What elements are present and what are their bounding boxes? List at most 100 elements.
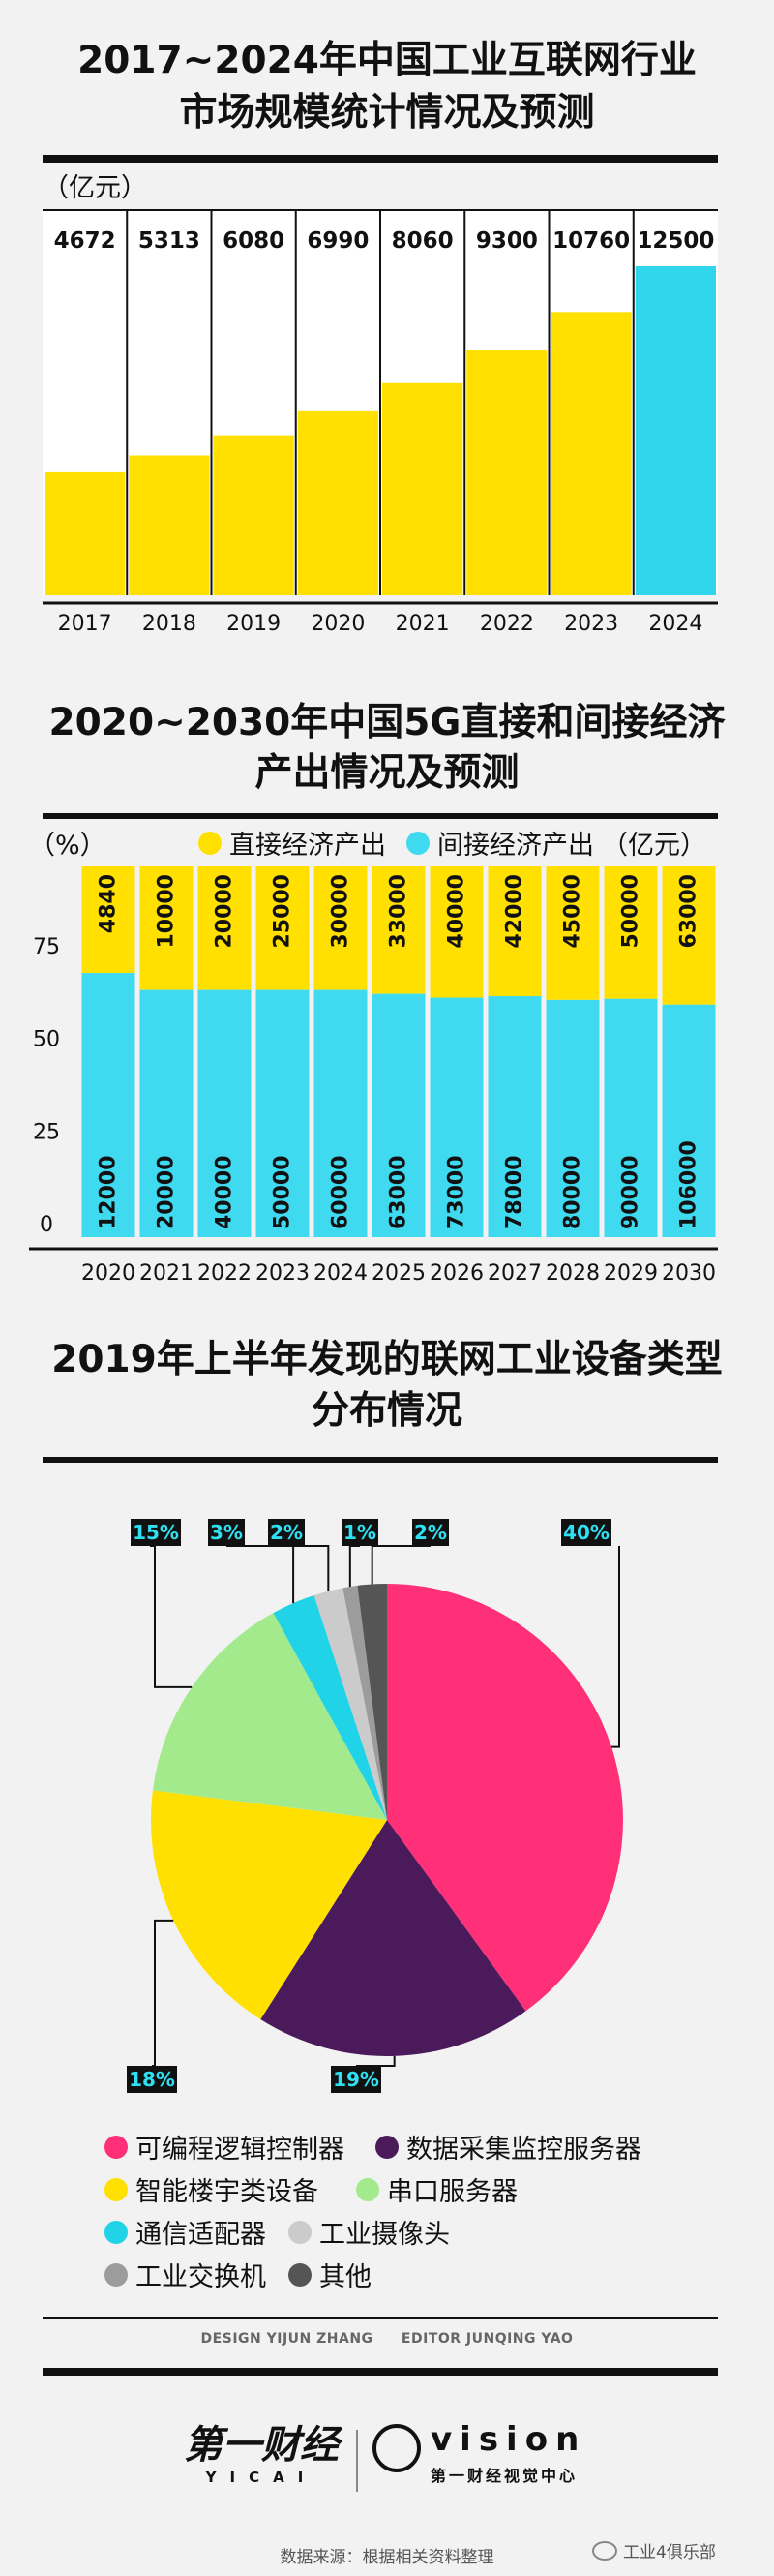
chart2-unit-right: （亿元） xyxy=(602,831,706,861)
chart2-unit-left: （%） xyxy=(29,831,106,861)
callout-box xyxy=(331,2066,381,2093)
legend-dot-icon xyxy=(288,2220,312,2244)
callout-line xyxy=(152,1919,174,2067)
callout-line xyxy=(371,1545,431,1585)
footer-bottom-rule xyxy=(43,2368,718,2376)
chart1-title-line1: 2017~2024年中国工业互联网行业 xyxy=(77,39,697,82)
yicai-logo: 第一财经 YICAI xyxy=(184,2422,339,2486)
indirect-value-label: 90000 xyxy=(619,1155,643,1229)
indirect-value-label: 106000 xyxy=(677,1140,701,1229)
credit-editor: EDITOR JUNQING YAO xyxy=(401,2331,574,2347)
pie-slice-其他 xyxy=(357,1584,387,1820)
callout-line xyxy=(348,1545,360,1588)
yicai-logo-cn: 第一财经 xyxy=(184,2423,339,2468)
bar-direct-2030 xyxy=(662,866,716,1005)
pie-legend-item: 串口服务器 xyxy=(356,2170,518,2208)
x-tick-label: 2023 xyxy=(564,612,618,636)
pie-slice-工业交换机 xyxy=(342,1585,387,1820)
x-tick-label: 2018 xyxy=(142,612,196,636)
vision-logo-word: vision xyxy=(431,2420,587,2459)
bar-2024 xyxy=(635,266,716,595)
callout-label: 19% xyxy=(333,2068,379,2091)
pie-slice-工业摄像头 xyxy=(313,1588,387,1820)
chart3-title-line2: 分布情况 xyxy=(311,1389,462,1433)
callout-label: 1% xyxy=(343,1521,376,1544)
pie-legend-item: 数据采集监控服务器 xyxy=(375,2128,641,2166)
direct-value-label: 25000 xyxy=(271,874,295,949)
indirect-value-label: 73000 xyxy=(445,1155,469,1229)
callout-box xyxy=(268,1519,305,1546)
bar-2021 xyxy=(382,382,463,595)
x-tick-label: 2020 xyxy=(311,612,365,636)
chart1-plot: 4672 2017 5313 2018 6080 2019 6990 2020 8060 2021… xyxy=(43,209,718,636)
legend-dot-yellow-icon xyxy=(198,831,222,855)
chart2-legend-direct: 直接经济产出 xyxy=(198,824,386,862)
callout-box xyxy=(561,1519,611,1546)
pie-legend-label: 工业摄像头 xyxy=(319,2220,450,2250)
callout-label: 2% xyxy=(414,1521,447,1544)
bar-direct-2025 xyxy=(372,866,426,994)
watermark: 工业4俱乐部 xyxy=(592,2538,716,2562)
direct-value-label: 40000 xyxy=(445,874,469,949)
footer-top-rule xyxy=(43,2317,718,2319)
chart2-plot: 4840 12000 2020 10000 20000 2021 20000 40000 202… xyxy=(29,866,718,1286)
callout-line xyxy=(356,2055,396,2067)
bar-direct-2020 xyxy=(81,866,135,974)
y-tick-label: 0 xyxy=(40,1213,53,1237)
bar-2017 xyxy=(45,471,126,595)
direct-value-label: 45000 xyxy=(561,874,585,949)
x-tick-label: 2022 xyxy=(197,1261,252,1286)
indirect-value-label: 12000 xyxy=(97,1155,121,1229)
pie-legend-label: 串口服务器 xyxy=(387,2177,518,2207)
chart2-legend-direct-label: 直接经济产出 xyxy=(229,831,386,861)
bar-direct-2026 xyxy=(430,866,484,998)
pie-legend-label: 通信适配器 xyxy=(135,2220,266,2250)
bar-indirect-2026 xyxy=(430,997,484,1237)
pie-slice-串口服务器 xyxy=(152,1613,387,1820)
pie-legend-label: 工业交换机 xyxy=(135,2262,266,2292)
source-note: 数据来源：根据相关资料整理 xyxy=(280,2548,494,2567)
x-tick-label: 2026 xyxy=(430,1261,484,1286)
logo-divider xyxy=(356,2430,358,2492)
bar-indirect-2025 xyxy=(372,993,426,1237)
chart1-title-line2: 市场规模统计情况及预测 xyxy=(179,91,595,135)
callout-line xyxy=(611,1546,620,1748)
wechat-icon xyxy=(592,2540,617,2561)
legend-dot-cyan-icon xyxy=(406,831,430,855)
pie-legend-label: 其他 xyxy=(319,2262,372,2292)
bar-indirect-2024 xyxy=(313,989,368,1237)
indirect-value-label: 40000 xyxy=(213,1155,237,1229)
legend-dot-icon xyxy=(356,2177,379,2201)
legend-dot-icon xyxy=(104,2177,128,2201)
credit-design: DESIGN YIJUN ZHANG xyxy=(200,2331,373,2347)
y-tick-label: 25 xyxy=(33,1120,60,1144)
bar-2020 xyxy=(297,410,378,595)
callout-box xyxy=(131,1519,181,1546)
bar-direct-2024 xyxy=(313,866,368,990)
pie-slice-数据采集监控服务器 xyxy=(260,1820,526,2056)
watermark-text: 工业4俱乐部 xyxy=(623,2543,716,2562)
pie-legend-label: 智能楼宇类设备 xyxy=(135,2177,318,2207)
bar-direct-2027 xyxy=(488,866,542,997)
chart1-unit-label: （亿元） xyxy=(43,173,147,203)
indirect-value-label: 63000 xyxy=(387,1155,411,1229)
bar-value-label: 10760 xyxy=(552,228,630,254)
x-tick-label: 2020 xyxy=(81,1261,135,1286)
bar-direct-2021 xyxy=(139,866,194,990)
x-tick-label: 2029 xyxy=(604,1261,658,1286)
indirect-value-label: 78000 xyxy=(503,1155,527,1229)
direct-value-label: 42000 xyxy=(503,874,527,949)
x-tick-label: 2024 xyxy=(313,1261,368,1286)
direct-value-label: 10000 xyxy=(155,874,179,949)
bar-direct-2028 xyxy=(546,866,600,1000)
credits: DESIGN YIJUN ZHANG EDITOR JUNQING YAO xyxy=(0,2331,774,2347)
callout-line xyxy=(150,1545,193,1688)
x-tick-label: 2025 xyxy=(372,1261,426,1286)
callout-box xyxy=(412,1519,449,1546)
bar-indirect-2020 xyxy=(81,973,135,1237)
pie-legend-item: 工业摄像头 xyxy=(288,2213,450,2251)
legend-dot-icon xyxy=(104,2135,128,2159)
x-tick-label: 2023 xyxy=(255,1261,310,1286)
x-tick-label: 2021 xyxy=(139,1261,194,1286)
direct-value-label: 50000 xyxy=(619,874,643,949)
